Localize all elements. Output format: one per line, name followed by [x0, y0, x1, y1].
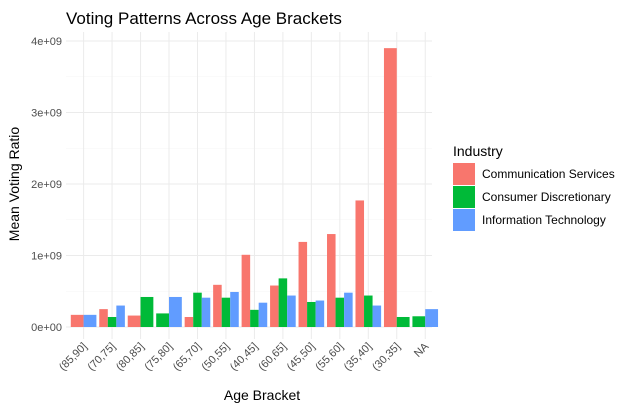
- bar-communication-services: [127, 315, 141, 327]
- bar-communication-services: [213, 284, 222, 327]
- x-axis-title: Age Bracket: [224, 387, 300, 403]
- legend-label: Consumer Discretionary: [482, 190, 611, 204]
- y-tick-label: 1e+09: [31, 251, 62, 263]
- x-tick-label: (35,40]: [342, 341, 375, 374]
- bar-communication-services: [270, 285, 279, 327]
- bar-information-technology: [425, 309, 439, 327]
- y-tick-label: 3e+09: [31, 108, 62, 120]
- chart-title: Voting Patterns Across Age Brackets: [66, 9, 342, 28]
- bar-information-technology: [344, 292, 353, 327]
- x-tick-label: (75,80]: [142, 341, 175, 374]
- y-tick-label: 0e+00: [31, 322, 62, 334]
- legend-title: Industry: [453, 143, 503, 159]
- y-axis-title: Mean Voting Ratio: [6, 127, 22, 242]
- bar-communication-services: [327, 234, 336, 327]
- x-axis-ticks: (85,90](70,75](80,85](75,80](65,70](50,5…: [57, 340, 432, 373]
- bars: [70, 48, 439, 328]
- x-tick-label: (70,75]: [85, 341, 118, 374]
- bar-consumer-discretionary: [335, 297, 345, 327]
- x-tick-label: (40,45]: [228, 341, 261, 374]
- x-tick-label: (60,65]: [256, 341, 289, 374]
- bar-consumer-discretionary: [396, 316, 410, 327]
- legend-label: Information Technology: [482, 213, 606, 227]
- bar-information-technology: [83, 314, 97, 327]
- bar-consumer-discretionary: [107, 316, 117, 327]
- x-tick-label: (30,35]: [370, 341, 403, 374]
- bar-consumer-discretionary: [278, 278, 288, 327]
- bar-consumer-discretionary: [307, 301, 316, 327]
- bar-consumer-discretionary: [412, 316, 426, 327]
- bar-communication-services: [70, 314, 84, 327]
- bar-communication-services: [298, 241, 308, 327]
- bar-consumer-discretionary: [156, 313, 170, 327]
- bar-communication-services: [355, 200, 365, 327]
- x-tick-label: (85,90]: [57, 341, 90, 374]
- bar-information-technology: [230, 291, 239, 327]
- legend-swatch: [453, 186, 475, 208]
- legend-swatch: [453, 163, 475, 185]
- bar-communication-services: [383, 48, 397, 328]
- bar-consumer-discretionary: [193, 292, 202, 327]
- x-tick-label: (45,50]: [285, 341, 318, 374]
- bar-consumer-discretionary: [364, 295, 373, 327]
- bar-consumer-discretionary: [140, 296, 154, 327]
- bar-information-technology: [315, 300, 325, 327]
- y-tick-label: 2e+09: [31, 179, 62, 191]
- bar-information-technology: [169, 296, 182, 327]
- bar-information-technology: [116, 305, 125, 327]
- x-tick-label: (55,60]: [313, 341, 346, 374]
- bar-information-technology: [258, 302, 268, 327]
- bar-consumer-discretionary: [250, 309, 259, 327]
- bar-information-technology: [372, 305, 382, 327]
- bar-information-technology: [287, 295, 296, 327]
- x-tick-label: (50,55]: [199, 341, 232, 374]
- y-axis-ticks: 0e+00 1e+09 2e+09 3e+09 4e+09: [31, 36, 62, 334]
- bar-communication-services: [184, 316, 194, 327]
- legend-label: Communication Services: [482, 167, 615, 181]
- x-tick-label: NA: [412, 340, 432, 360]
- legend: Industry Communication Services Consumer …: [453, 143, 615, 231]
- bar-communication-services: [99, 309, 108, 327]
- bar-consumer-discretionary: [221, 297, 231, 327]
- legend-swatch: [453, 209, 475, 231]
- y-tick-label: 4e+09: [31, 36, 62, 48]
- x-tick-label: (65,70]: [171, 341, 204, 374]
- x-tick-label: (80,85]: [114, 341, 147, 374]
- bar-information-technology: [201, 297, 211, 327]
- bar-communication-services: [241, 254, 251, 327]
